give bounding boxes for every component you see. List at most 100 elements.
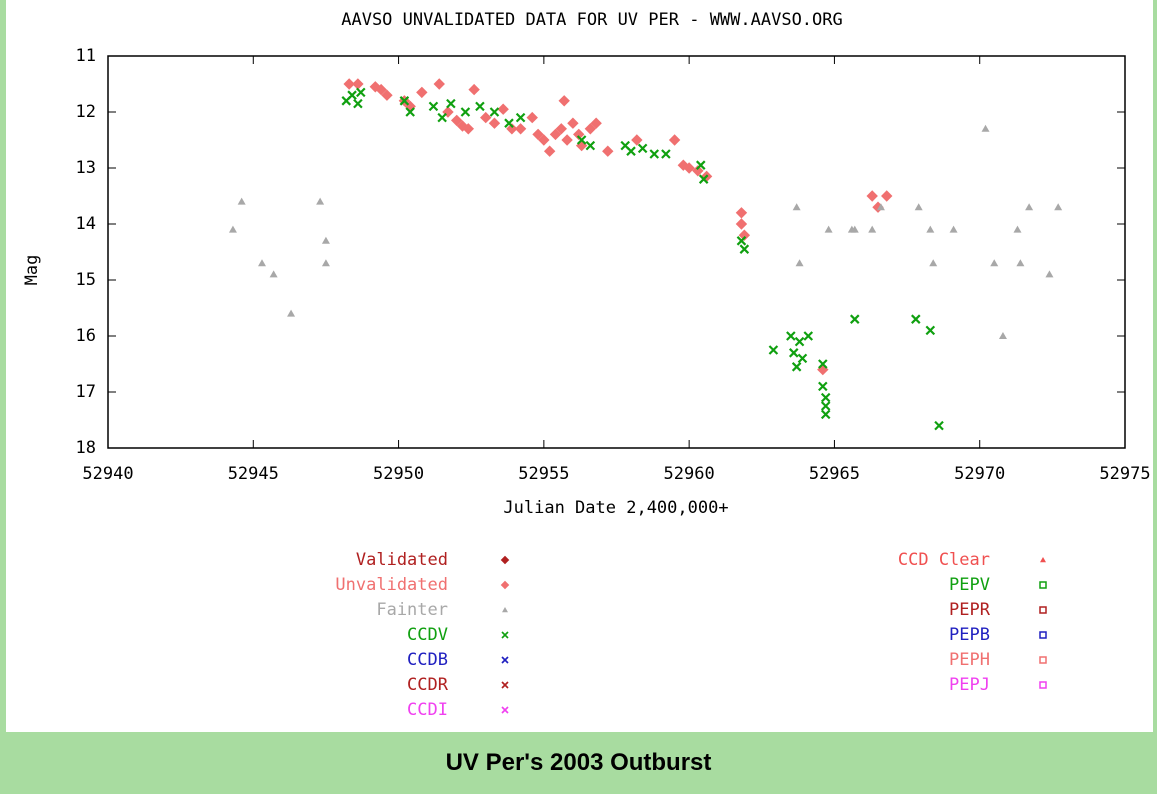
data-point	[692, 165, 704, 177]
y-tick-label: 15	[76, 270, 96, 290]
data-point	[460, 107, 471, 117]
data-point	[735, 218, 748, 230]
data-point	[738, 229, 751, 241]
data-point	[820, 401, 831, 411]
data-point	[911, 314, 921, 324]
y-tick-label: 11	[76, 46, 96, 66]
data-point	[488, 117, 501, 129]
data-point	[506, 123, 518, 135]
legend-symbol	[501, 631, 509, 639]
legend-symbol	[501, 681, 509, 689]
legend-symbol	[501, 706, 509, 714]
data-point	[353, 98, 363, 109]
data-point	[514, 123, 527, 135]
data-point	[555, 123, 567, 135]
data-point	[786, 331, 796, 341]
data-point	[1025, 203, 1034, 211]
data-point	[849, 314, 860, 324]
data-point	[585, 140, 596, 151]
data-point	[450, 114, 463, 127]
legend-symbol	[500, 580, 510, 590]
y-tick-label: 17	[76, 382, 96, 402]
x-tick-label: 52945	[228, 464, 279, 484]
data-point	[990, 259, 999, 267]
data-point	[416, 86, 428, 99]
data-point	[543, 145, 556, 157]
chart: AAVSO UNVALIDATED DATA FOR UV PER - WWW.…	[22, 10, 1151, 720]
data-point	[868, 225, 877, 233]
data-point	[998, 332, 1007, 339]
data-point	[797, 353, 808, 364]
data-point	[515, 112, 526, 123]
data-point	[576, 135, 587, 145]
data-point	[433, 78, 445, 90]
data-point	[316, 197, 325, 205]
y-axis-label: Mag	[22, 255, 42, 286]
legend-symbol	[1039, 631, 1047, 639]
data-point	[850, 225, 859, 233]
data-point	[269, 270, 278, 278]
data-point	[925, 325, 936, 336]
legend-label: Unvalidated	[335, 575, 448, 595]
legend-symbol	[500, 555, 510, 565]
data-point	[228, 225, 237, 233]
data-point	[532, 128, 544, 141]
data-point	[881, 190, 893, 202]
data-point	[352, 78, 364, 90]
data-point	[1016, 259, 1025, 267]
data-point	[343, 78, 355, 90]
data-point	[504, 118, 514, 128]
legend-label: CCDB	[407, 650, 448, 670]
data-point	[981, 124, 990, 132]
data-point	[866, 190, 878, 202]
data-point	[820, 409, 831, 420]
legend-symbol	[1039, 656, 1047, 664]
legend-label: PEPH	[949, 650, 990, 670]
y-tick-label: 18	[76, 438, 96, 458]
data-point	[573, 128, 585, 141]
data-point	[668, 134, 681, 146]
data-point	[237, 197, 246, 205]
legend-symbol	[1039, 681, 1047, 689]
data-point	[497, 103, 509, 115]
data-point	[820, 392, 831, 403]
x-tick-label: 52955	[518, 464, 569, 484]
data-point	[437, 112, 447, 123]
data-point	[788, 348, 799, 358]
data-point	[549, 128, 562, 141]
data-point	[949, 225, 958, 233]
data-point	[1013, 225, 1022, 233]
x-axis-label: Julian Date 2,400,000+	[503, 498, 728, 518]
legend-label: Validated	[356, 550, 448, 570]
x-tick-label: 52940	[82, 464, 133, 484]
data-point	[795, 259, 804, 267]
y-tick-label: 13	[76, 158, 96, 178]
data-point	[735, 207, 748, 219]
data-point	[356, 87, 366, 98]
data-point	[567, 117, 579, 129]
chart-title: AAVSO UNVALIDATED DATA FOR UV PER - WWW.…	[341, 10, 843, 30]
data-point	[768, 345, 779, 355]
y-tick-label: 14	[76, 214, 96, 234]
legend-label: PEPR	[949, 600, 991, 620]
data-point	[683, 162, 695, 174]
data-point	[475, 101, 485, 112]
data-point	[792, 203, 801, 211]
data-point	[794, 336, 805, 347]
data-point	[538, 134, 550, 146]
data-point	[347, 90, 357, 100]
y-tick-label: 16	[76, 326, 96, 346]
data-point	[695, 160, 706, 170]
data-point	[818, 359, 828, 369]
data-point	[626, 146, 636, 156]
data-point	[929, 259, 938, 267]
data-point	[698, 174, 709, 184]
y-tick-label: 12	[76, 102, 96, 122]
data-point	[468, 83, 480, 96]
data-point	[876, 203, 885, 211]
caption: UV Per's 2003 Outburst	[0, 732, 1157, 794]
data-point	[584, 123, 597, 135]
data-point	[914, 203, 923, 211]
data-point	[661, 149, 671, 159]
data-point	[489, 107, 500, 117]
